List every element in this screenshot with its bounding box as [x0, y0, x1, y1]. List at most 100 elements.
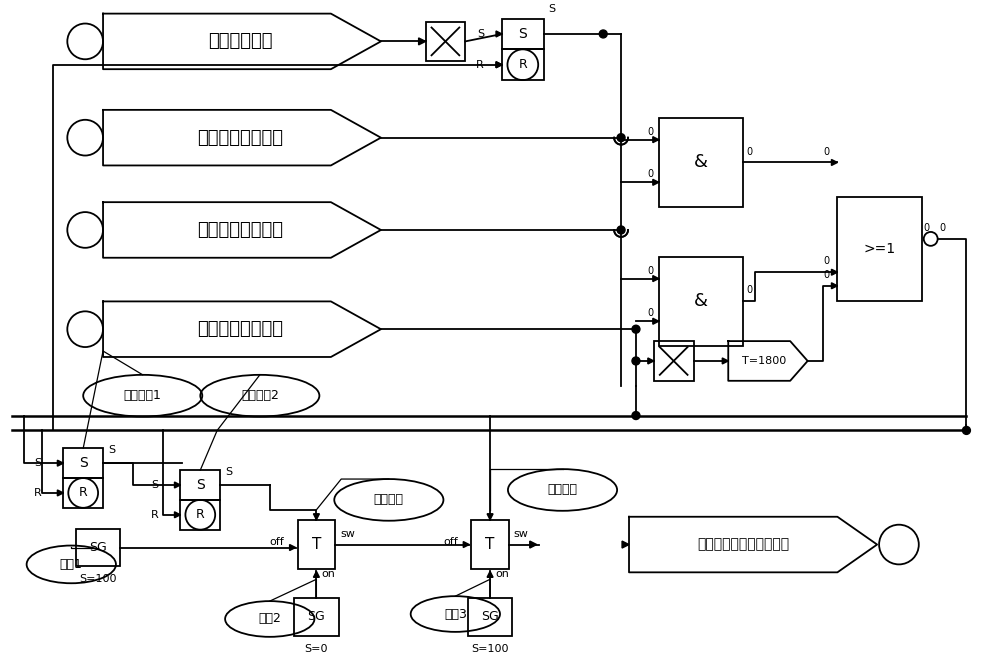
Text: T=1800: T=1800 — [742, 356, 786, 366]
Polygon shape — [496, 61, 502, 67]
Text: S=0: S=0 — [305, 644, 328, 654]
Text: 定值2: 定值2 — [258, 613, 281, 625]
Polygon shape — [313, 571, 319, 577]
Circle shape — [617, 226, 625, 234]
Text: S: S — [225, 467, 232, 477]
Bar — [468, 598, 512, 636]
Text: off: off — [443, 536, 458, 546]
Text: 余热锅炉停止完毕: 余热锅炉停止完毕 — [197, 320, 283, 338]
Text: &: & — [694, 154, 708, 172]
Text: S: S — [79, 456, 88, 470]
Text: 余热锅炉启动完毕: 余热锅炉启动完毕 — [197, 221, 283, 239]
Bar — [63, 478, 103, 508]
Polygon shape — [831, 269, 837, 275]
Bar — [659, 118, 743, 207]
Text: SG: SG — [89, 541, 107, 554]
Text: sw: sw — [514, 528, 529, 538]
Text: R: R — [34, 488, 42, 498]
Text: sw: sw — [340, 528, 355, 538]
Circle shape — [632, 411, 640, 420]
Polygon shape — [722, 358, 728, 364]
Text: SG: SG — [481, 611, 499, 623]
Bar — [471, 520, 509, 569]
Bar — [426, 21, 465, 61]
Polygon shape — [419, 38, 426, 45]
Circle shape — [599, 30, 607, 38]
Text: 机组启动信号: 机组启动信号 — [208, 33, 272, 50]
Polygon shape — [653, 137, 659, 143]
Polygon shape — [313, 514, 319, 520]
Polygon shape — [653, 179, 659, 185]
Polygon shape — [463, 542, 469, 548]
Polygon shape — [831, 283, 837, 289]
Circle shape — [632, 357, 640, 365]
Bar — [294, 598, 339, 636]
Bar — [837, 197, 922, 301]
Bar — [63, 448, 103, 478]
Polygon shape — [622, 541, 629, 548]
Bar — [180, 470, 220, 500]
Polygon shape — [57, 460, 63, 466]
Polygon shape — [530, 541, 537, 548]
Text: off: off — [270, 536, 285, 546]
Bar — [76, 528, 120, 566]
Text: R: R — [196, 508, 205, 521]
Text: 切换模块: 切换模块 — [374, 494, 404, 506]
Text: R: R — [79, 486, 88, 500]
Polygon shape — [487, 571, 493, 577]
Text: S: S — [196, 478, 205, 492]
Polygon shape — [487, 514, 493, 520]
Text: 0: 0 — [940, 223, 946, 233]
Circle shape — [632, 325, 640, 333]
Text: 0: 0 — [823, 146, 829, 156]
Text: >=1: >=1 — [864, 242, 896, 257]
Text: &: & — [694, 293, 708, 311]
Polygon shape — [174, 512, 180, 518]
Text: S=100: S=100 — [79, 574, 117, 584]
Text: S: S — [34, 458, 42, 468]
Polygon shape — [653, 318, 659, 324]
Bar — [180, 500, 220, 530]
Bar — [502, 49, 544, 80]
Polygon shape — [648, 358, 654, 364]
Text: 中压汽包启动完毕: 中压汽包启动完毕 — [197, 129, 283, 147]
Text: 0: 0 — [823, 270, 829, 280]
Bar — [654, 341, 694, 381]
Bar — [502, 19, 544, 49]
Text: 0: 0 — [648, 266, 654, 276]
Text: 定值3: 定值3 — [444, 607, 467, 621]
Bar — [659, 257, 743, 346]
Polygon shape — [496, 61, 502, 67]
Text: 0: 0 — [746, 146, 752, 156]
Text: 0: 0 — [648, 127, 654, 137]
Text: R: R — [518, 58, 527, 71]
Text: S: S — [518, 27, 527, 41]
Text: SG: SG — [308, 611, 325, 623]
Text: 0: 0 — [924, 223, 930, 233]
Text: S: S — [108, 446, 115, 455]
Text: T: T — [312, 537, 321, 552]
Polygon shape — [290, 544, 296, 550]
Text: 中压汽包高水位报警定值: 中压汽包高水位报警定值 — [697, 538, 789, 552]
Polygon shape — [653, 276, 659, 281]
Text: S: S — [549, 3, 556, 13]
Circle shape — [962, 426, 970, 434]
Text: R: R — [151, 510, 159, 520]
Text: 0: 0 — [746, 285, 752, 295]
Polygon shape — [831, 160, 837, 166]
Bar — [298, 520, 335, 569]
Polygon shape — [174, 482, 180, 488]
Text: 状态模块1: 状态模块1 — [124, 389, 162, 402]
Text: S=100: S=100 — [471, 644, 509, 654]
Text: 0: 0 — [823, 257, 829, 267]
Text: 0: 0 — [648, 309, 654, 318]
Text: 定值1: 定值1 — [60, 558, 83, 571]
Text: on: on — [495, 569, 509, 579]
Text: 0: 0 — [648, 170, 654, 180]
Text: R: R — [476, 59, 484, 69]
Text: 切换模块: 切换模块 — [548, 484, 578, 496]
Polygon shape — [496, 31, 502, 37]
Circle shape — [617, 134, 625, 142]
Polygon shape — [57, 490, 63, 496]
Text: on: on — [321, 569, 335, 579]
